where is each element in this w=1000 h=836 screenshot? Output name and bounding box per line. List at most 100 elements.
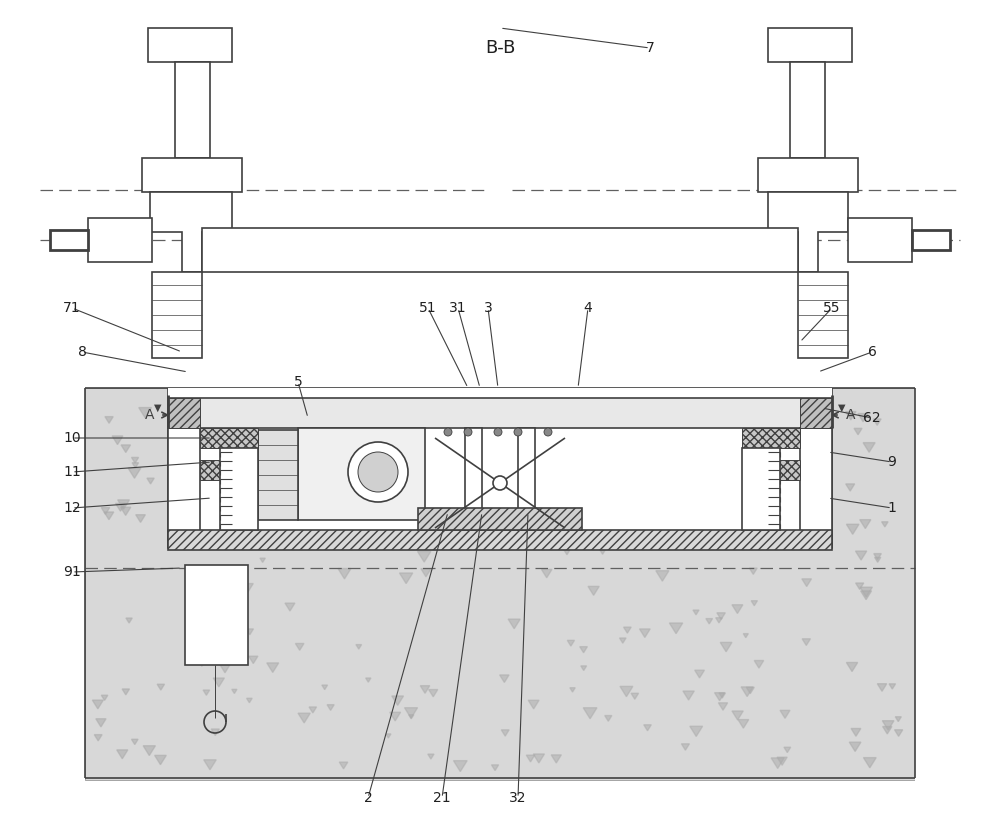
Text: B-B: B-B [485,39,515,57]
Polygon shape [50,230,88,250]
Polygon shape [742,460,800,480]
Polygon shape [105,416,113,423]
Polygon shape [249,656,258,664]
Text: 4: 4 [584,301,592,315]
Polygon shape [465,428,482,530]
Polygon shape [418,508,582,530]
Bar [915,0,1000,836]
Polygon shape [390,712,401,721]
Polygon shape [875,558,881,563]
Polygon shape [168,398,200,428]
Polygon shape [246,629,253,635]
Polygon shape [732,604,743,614]
Polygon shape [198,660,205,666]
Polygon shape [150,192,232,272]
Polygon shape [528,701,539,709]
Polygon shape [620,686,633,696]
Polygon shape [420,686,430,693]
Polygon shape [669,623,683,634]
Polygon shape [203,690,210,696]
Polygon shape [298,713,310,723]
Circle shape [464,428,472,436]
Polygon shape [518,428,535,530]
Polygon shape [121,507,131,516]
Polygon shape [620,638,626,643]
Polygon shape [877,684,887,691]
Polygon shape [758,158,858,192]
Polygon shape [240,584,253,594]
Polygon shape [581,665,587,670]
Polygon shape [139,408,152,418]
Text: ▼: ▼ [154,403,162,413]
Polygon shape [754,660,764,668]
Polygon shape [386,734,391,738]
Polygon shape [92,700,103,709]
Text: 5: 5 [294,375,302,389]
Polygon shape [204,760,216,770]
Polygon shape [742,448,780,530]
Bar [168,388,832,550]
Polygon shape [846,524,859,534]
Polygon shape [285,603,295,611]
Polygon shape [846,662,858,671]
Polygon shape [131,739,138,745]
Polygon shape [126,618,132,623]
Polygon shape [860,587,872,597]
Polygon shape [851,728,861,737]
Polygon shape [526,755,535,762]
Polygon shape [298,428,425,520]
Polygon shape [101,696,108,701]
Polygon shape [570,688,575,692]
Polygon shape [858,414,868,422]
Polygon shape [720,642,732,652]
Polygon shape [895,730,903,737]
Text: ▼: ▼ [838,403,846,413]
Polygon shape [777,757,787,765]
Polygon shape [200,460,258,480]
Polygon shape [882,721,894,730]
Polygon shape [771,758,784,768]
Text: 10: 10 [63,431,81,445]
Text: 3: 3 [484,301,492,315]
Polygon shape [889,684,896,689]
Polygon shape [112,436,123,445]
Polygon shape [356,645,362,649]
Polygon shape [860,520,871,528]
Polygon shape [168,530,832,550]
Polygon shape [104,512,114,520]
Polygon shape [220,665,230,673]
Polygon shape [780,711,790,718]
Polygon shape [213,678,224,687]
Polygon shape [624,627,631,633]
Polygon shape [784,747,791,752]
Polygon shape [148,28,232,62]
Polygon shape [136,515,145,522]
Polygon shape [94,735,102,741]
Bar [85,388,915,780]
Polygon shape [500,675,509,682]
Polygon shape [741,687,753,696]
Polygon shape [168,398,832,428]
Polygon shape [790,62,825,158]
Polygon shape [742,428,800,448]
Polygon shape [912,230,950,250]
Polygon shape [220,448,258,530]
Polygon shape [392,696,404,706]
Polygon shape [800,428,832,548]
Polygon shape [260,558,265,563]
Polygon shape [421,568,431,577]
Polygon shape [846,411,856,420]
Text: 11: 11 [63,465,81,479]
Polygon shape [856,583,864,589]
Polygon shape [717,613,725,619]
Text: 32: 32 [509,791,527,805]
Polygon shape [605,716,612,721]
Polygon shape [142,158,242,192]
Polygon shape [175,62,210,158]
Polygon shape [117,750,128,759]
Polygon shape [453,761,467,772]
Polygon shape [185,565,248,665]
Polygon shape [695,670,704,678]
Polygon shape [405,708,418,718]
Polygon shape [339,762,348,769]
